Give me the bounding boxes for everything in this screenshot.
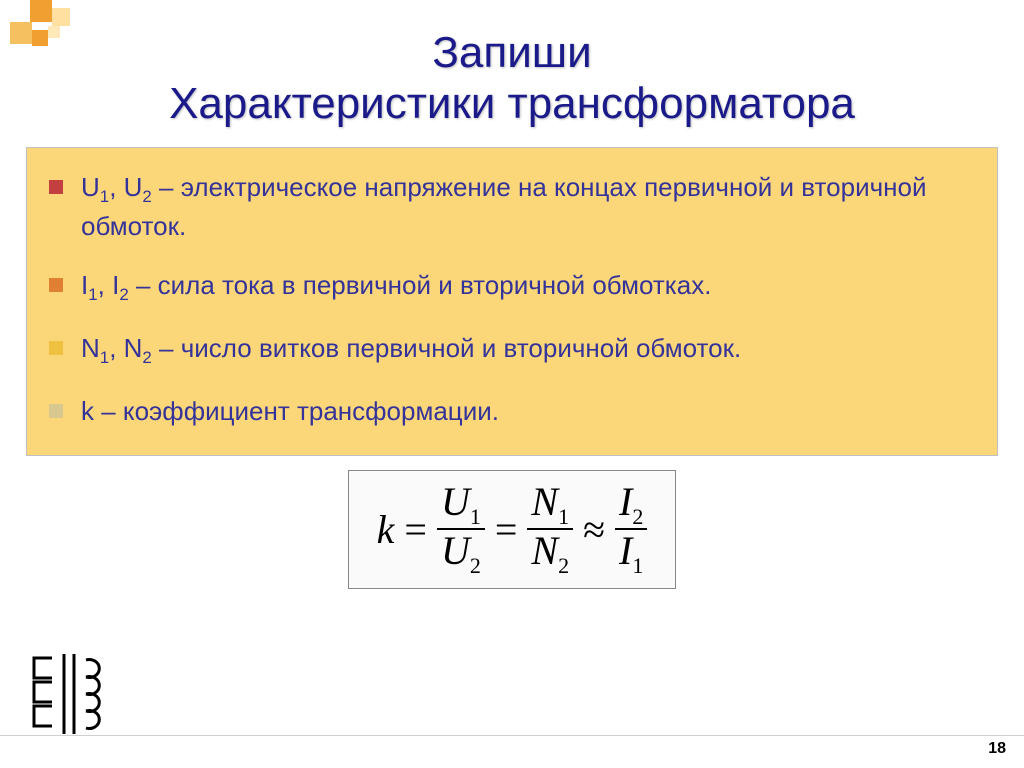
formula-operator: = <box>404 506 427 553</box>
formula-container: k=U1U2=N1N2≈I2I1 <box>0 470 1024 588</box>
deco-square <box>48 26 60 38</box>
deco-square <box>32 30 48 46</box>
content-box: U1, U2 – электрическое напряжение на кон… <box>26 147 998 456</box>
bullet-text: U1, U2 – электрическое напряжение на кон… <box>81 170 971 244</box>
bullet-item: N1, N2 – число витков первичной и вторич… <box>49 331 971 370</box>
deco-square <box>30 0 52 22</box>
corner-decoration <box>0 0 100 60</box>
bullet-item: I1, I2 – сила тока в первичной и вторичн… <box>49 268 971 307</box>
bullet-text: I1, I2 – сила тока в первичной и вторичн… <box>81 268 971 307</box>
bottom-rule <box>0 735 1024 736</box>
slide-title: Запиши Характеристики трансформатора <box>0 0 1024 139</box>
deco-square <box>52 8 70 26</box>
formula-fraction: N1N2 <box>527 481 573 577</box>
formula-operator: = <box>495 506 518 553</box>
bullet-text: N1, N2 – число витков первичной и вторич… <box>81 331 971 370</box>
bullet-marker-icon <box>49 341 63 355</box>
bullet-item: U1, U2 – электрическое напряжение на кон… <box>49 170 971 244</box>
bullet-marker-icon <box>49 180 63 194</box>
page-number: 18 <box>988 740 1006 758</box>
title-line-1: Запиши <box>0 28 1024 79</box>
formula-fraction: U1U2 <box>437 481 485 577</box>
formula-lhs: k <box>377 506 395 553</box>
formula-box: k=U1U2=N1N2≈I2I1 <box>348 470 677 588</box>
bullet-item: k – коэффициент трансформации. <box>49 394 971 429</box>
deco-square <box>10 22 32 44</box>
bullet-marker-icon <box>49 278 63 292</box>
bullet-marker-icon <box>49 404 63 418</box>
title-line-2: Характеристики трансформатора <box>0 79 1024 130</box>
bullet-text: k – коэффициент трансформации. <box>81 394 971 429</box>
formula-fraction: I2I1 <box>615 481 647 577</box>
formula-operator: ≈ <box>583 506 605 553</box>
transformer-symbol-icon <box>24 652 114 736</box>
